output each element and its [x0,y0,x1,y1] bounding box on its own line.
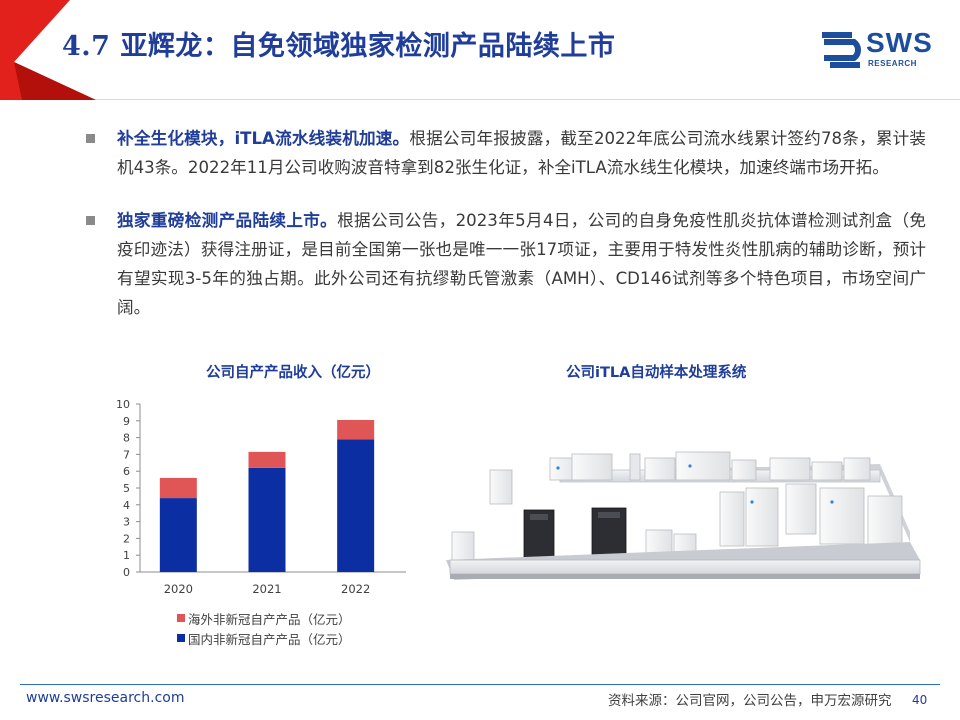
page-number: 40 [912,693,928,707]
itla-lab-automation-image [446,451,921,580]
bullet-list: 补全生化模块，iTLA流水线装机加速。根据公司年报披露，截至2022年底公司流水… [86,124,926,346]
y-tick-label: 10 [116,398,130,411]
slide-header: 4.7 亚辉龙：自免领域独家检测产品陆续上市 SWS RESEARCH [0,0,960,100]
chart-legend: 海外非新冠自产产品（亿元） 国内非新冠自产产品（亿元） [177,608,351,648]
y-tick-label: 0 [123,566,130,579]
bullet-text: 根据公司公告，2023年5月4日，公司的自身免疫性肌炎抗体谱检测试剂盒（免疫印迹… [117,211,927,317]
revenue-chart: 0 1 2 3 4 5 6 7 8 9 10 2020 2021 2022 [116,398,406,596]
sws-logo: SWS RESEARCH [820,26,938,74]
red-diagonal-shadow [14,62,96,100]
legend-swatch [177,634,185,642]
slide-title: 4.7 亚辉龙：自免领域独家检测产品陆续上市 [62,31,616,62]
bar-domestic [248,467,286,572]
logo-subtitle: RESEARCH [868,59,917,68]
legend-item-overseas: 海外非新冠自产产品（亿元） [177,608,351,628]
bar-overseas [248,451,286,468]
x-tick-label: 2021 [252,582,281,596]
bar-domestic [337,439,375,572]
bullet-lead: 独家重磅检测产品陆续上市。 [117,211,338,230]
footer-divider [20,684,940,685]
y-tick-label: 3 [123,516,130,529]
y-tick-label: 2 [123,532,130,545]
square-bullet-icon [86,134,95,143]
legend-swatch [177,614,185,622]
square-bullet-icon [86,216,95,225]
bullet-item: 独家重磅检测产品陆续上市。根据公司公告，2023年5月4日，公司的自身免疫性肌炎… [86,206,926,322]
image-title: 公司iTLA自动样本处理系统 [566,365,747,381]
bar-domestic [159,498,197,572]
y-tick-label: 9 [123,415,130,428]
x-tick-label: 2022 [341,582,370,596]
y-tick-label: 1 [123,549,130,562]
bar-overseas [159,477,197,499]
legend-label: 国内非新冠自产产品（亿元） [188,631,351,647]
y-tick-label: 8 [123,432,130,445]
y-tick-label: 6 [123,465,130,478]
bar-overseas [337,419,375,440]
bullet-lead: 补全生化模块，iTLA流水线装机加速。 [117,129,410,148]
logo-name: SWS [866,27,933,58]
legend-item-domestic: 国内非新冠自产产品（亿元） [177,628,351,648]
sws-logo-mark [822,32,861,68]
y-tick-label: 5 [123,482,130,495]
bullet-text: 根据公司年报披露，截至2022年底公司流水线累计签约78条，累计装机43条。20… [117,129,926,177]
header-accent [0,0,960,100]
chart-title: 公司自产产品收入（亿元） [206,365,380,381]
x-tick-label: 2020 [164,582,193,596]
bullet-item: 补全生化模块，iTLA流水线装机加速。根据公司年报披露，截至2022年底公司流水… [86,124,926,182]
legend-label: 海外非新冠自产产品（亿元） [188,611,351,627]
source-note: 资料来源：公司官网，公司公告，申万宏源研究 [608,693,892,709]
y-tick-label: 7 [123,448,130,461]
footer-url[interactable]: www.swsresearch.com [26,690,185,706]
y-tick-label: 4 [123,499,130,512]
